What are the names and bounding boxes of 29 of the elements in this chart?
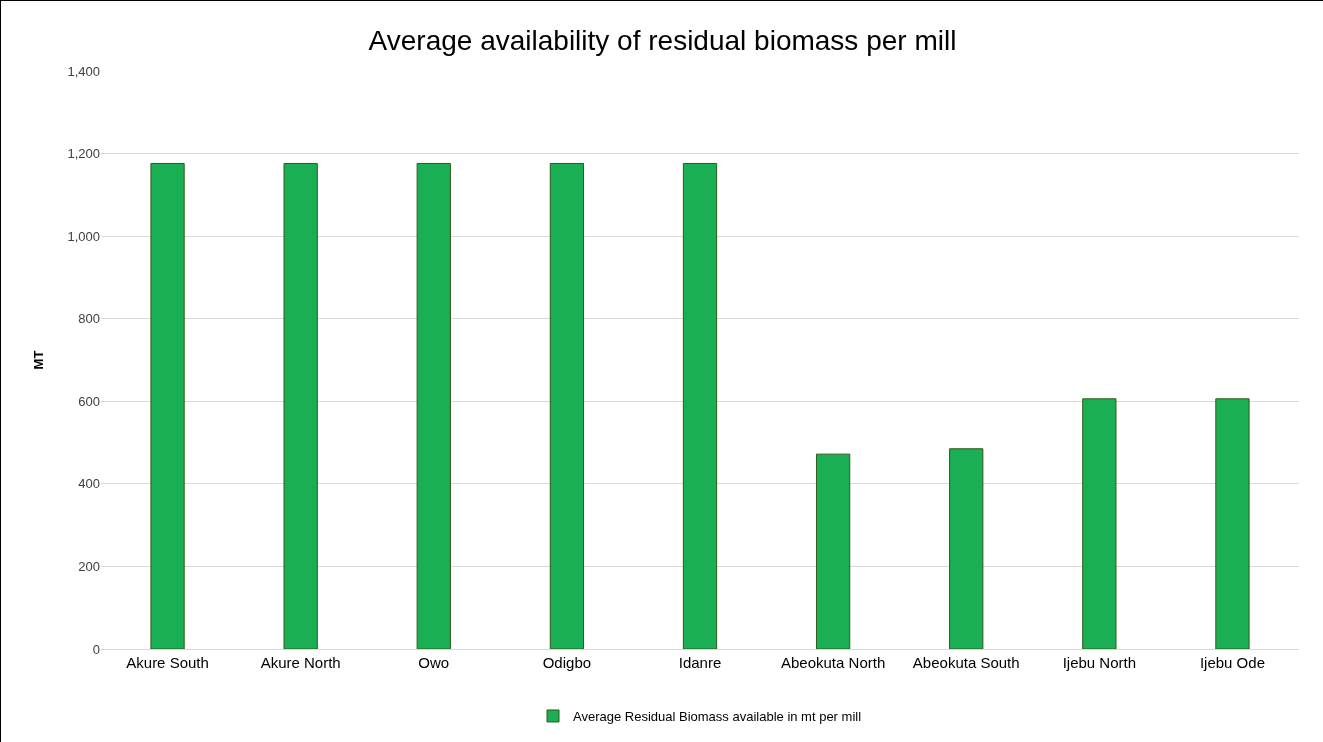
x-tick-label: Owo — [418, 654, 450, 671]
y-axis-title: MT — [31, 350, 47, 370]
bar — [150, 162, 185, 649]
x-tick-label: Ijebu North — [1062, 654, 1137, 671]
bar — [1215, 398, 1250, 649]
y-tick-label: 0 — [92, 641, 100, 657]
y-tick-label: 200 — [78, 558, 100, 574]
x-tick-label: Ijebu Ode — [1199, 654, 1265, 671]
bar — [949, 448, 984, 649]
chart-title: Average availability of residual biomass per mill — [368, 25, 957, 57]
y-tick-label: 400 — [78, 476, 100, 492]
bar — [549, 162, 585, 649]
x-tick-label: Akure South — [126, 654, 209, 671]
bar — [682, 162, 718, 649]
x-tick-label: Akure North — [260, 654, 341, 671]
y-tick-label: 1,000 — [67, 228, 100, 244]
bar — [283, 162, 318, 649]
x-tick-label: Odigbo — [542, 654, 592, 671]
y-tick-label: 1,400 — [67, 63, 100, 79]
y-tick-label: 1,200 — [67, 146, 100, 162]
bar — [416, 162, 451, 649]
legend-label: Average Residual Biomass available in mt per mill — [573, 709, 862, 725]
bar — [1082, 398, 1117, 649]
x-tick-label: Abeokuta South — [912, 654, 1020, 671]
y-tick-label: 600 — [78, 393, 100, 409]
x-tick-label: Abeokuta North — [780, 654, 886, 671]
x-tick-label: Idanre — [678, 654, 722, 671]
bar — [815, 453, 851, 649]
y-tick-label: 800 — [78, 311, 100, 327]
